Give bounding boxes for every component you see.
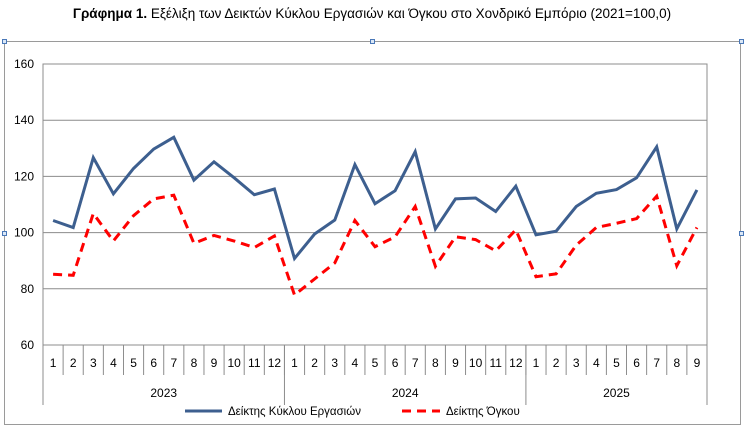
x-tick-label-13: 1: [291, 356, 298, 370]
year-label-2024: 2024: [392, 386, 419, 400]
x-tick-label-12: 12: [268, 356, 282, 370]
year-label-2023: 2023: [150, 386, 177, 400]
series-line-2: [53, 193, 699, 298]
resize-handle-top-left[interactable]: [2, 39, 7, 44]
x-tick-label-26: 2: [553, 356, 560, 370]
x-tick-label-32: 8: [673, 356, 680, 370]
resize-handle-top-center[interactable]: [370, 39, 375, 44]
y-tick-label-80: 80: [21, 282, 35, 296]
x-tick-label-24: 12: [509, 356, 523, 370]
chart-title: Γράφημα 1. Εξέλιξη των Δεικτών Κύκλου Ερ…: [0, 6, 744, 21]
x-tick-label-2: 2: [70, 356, 77, 370]
y-tick-label-60: 60: [21, 338, 35, 352]
y-tick-label-160: 160: [14, 57, 34, 71]
x-tick-label-4: 4: [110, 356, 117, 370]
x-tick-label-16: 4: [352, 356, 359, 370]
year-label-2025: 2025: [603, 386, 630, 400]
x-tick-label-6: 6: [150, 356, 157, 370]
series-line-1: [52, 135, 699, 262]
x-tick-label-1: 1: [50, 356, 57, 370]
legend-label-2: Δείκτης Όγκου: [446, 406, 520, 418]
x-tick-label-9: 9: [211, 356, 218, 370]
x-tick-label-31: 7: [653, 356, 660, 370]
x-tick-label-33: 9: [694, 356, 701, 370]
x-tick-label-23: 11: [489, 356, 502, 370]
x-tick-label-29: 5: [613, 356, 620, 370]
legend-label-1: Δείκτης Κύκλου Εργασιών: [228, 406, 361, 418]
x-tick-label-20: 8: [432, 356, 439, 370]
x-tick-label-17: 5: [372, 356, 379, 370]
x-tick-label-7: 7: [170, 356, 177, 370]
x-tick-label-15: 3: [331, 356, 338, 370]
x-tick-label-11: 11: [248, 356, 261, 370]
x-tick-label-25: 1: [533, 356, 540, 370]
x-tick-label-19: 7: [412, 356, 419, 370]
x-tick-label-3: 3: [90, 356, 97, 370]
x-tick-label-22: 10: [469, 356, 483, 370]
y-tick-label-140: 140: [14, 113, 34, 127]
x-tick-label-10: 10: [227, 356, 241, 370]
x-tick-label-28: 4: [593, 356, 600, 370]
x-tick-label-5: 5: [130, 356, 137, 370]
y-tick-label-100: 100: [14, 226, 34, 240]
resize-handle-middle-left[interactable]: [2, 231, 7, 236]
x-tick-label-21: 9: [452, 356, 459, 370]
x-tick-label-18: 6: [392, 356, 399, 370]
y-tick-label-120: 120: [14, 169, 34, 183]
x-tick-label-8: 8: [191, 356, 198, 370]
chart-title-text: Εξέλιξη των Δεικτών Κύκλου Εργασιών και …: [147, 6, 672, 21]
chart-title-bold: Γράφημα 1.: [72, 6, 148, 21]
x-tick-label-30: 6: [633, 356, 640, 370]
x-tick-label-14: 2: [311, 356, 318, 370]
x-tick-label-27: 3: [573, 356, 580, 370]
